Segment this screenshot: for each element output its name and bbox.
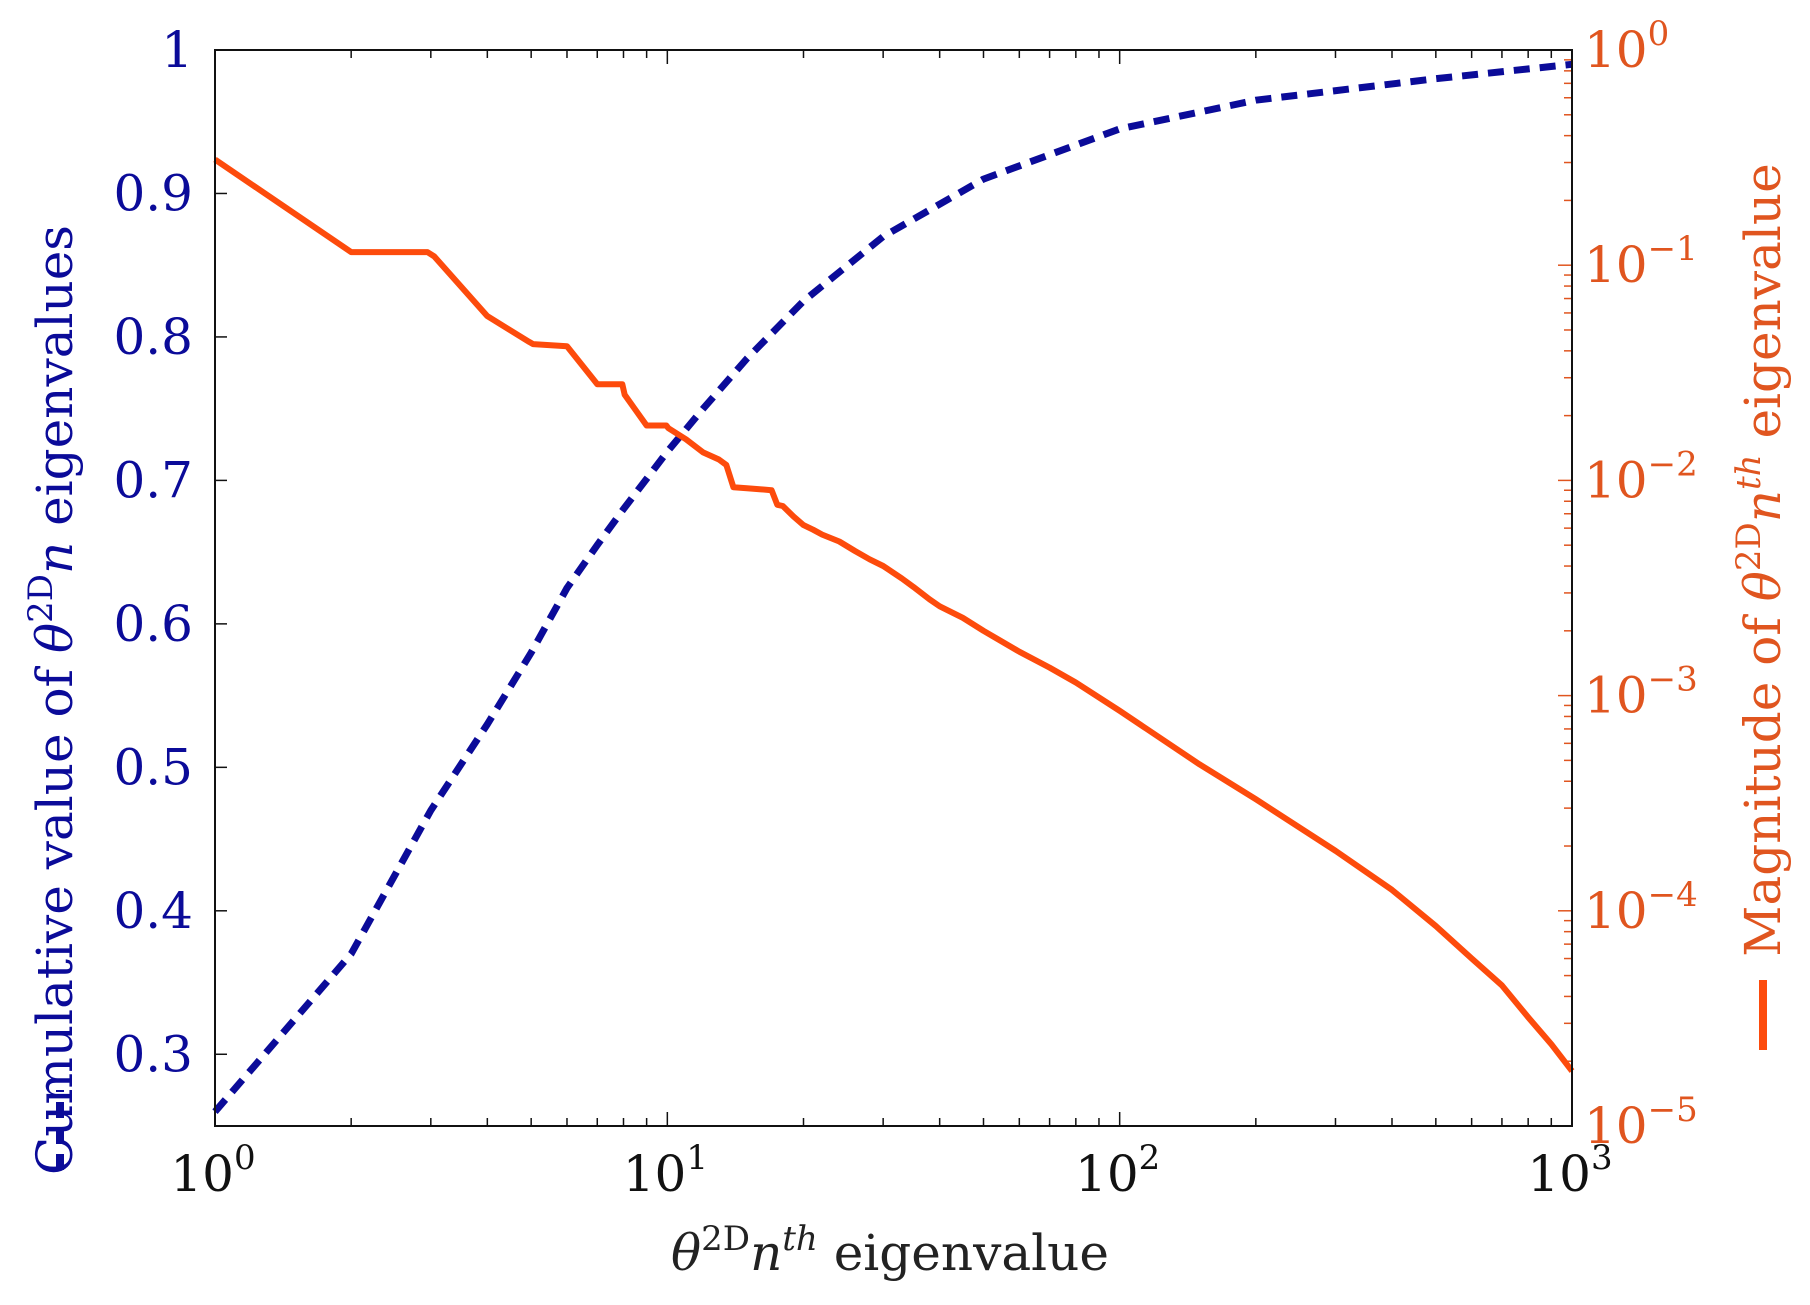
left-tick-label: 0.8 xyxy=(113,308,193,366)
right-tick-label: 10−3 xyxy=(1584,660,1698,725)
right-tick-label: 10−4 xyxy=(1584,875,1698,940)
left-axis-label: Cumulative value of θ2Dn eigenvalues xyxy=(21,225,84,1175)
right-tick-label: 10−1 xyxy=(1584,229,1698,294)
x-tick-label: 102 xyxy=(1075,1138,1160,1203)
x-tick-label: 101 xyxy=(623,1138,708,1203)
left-tick-label: 0.9 xyxy=(113,164,193,222)
x-tick-label: 100 xyxy=(170,1138,255,1203)
left-tick-label: 0.5 xyxy=(113,738,193,796)
left-tick-label: 0.7 xyxy=(113,451,193,509)
plot-frame xyxy=(214,49,1573,1127)
cumulative-eigenvalue-line xyxy=(212,60,1573,1114)
x-tick-label: 103 xyxy=(1527,1138,1612,1203)
eigenvalue-magnitude-line xyxy=(213,157,1575,1073)
x-axis-label: θ2Dnth eigenvalue xyxy=(671,1219,1109,1282)
tick-labels: 100 101 102 103 0.3 0.4 0.5 0.6 0.7 0.8 0.9 1 100 10−… xyxy=(113,14,1697,1203)
series-layer xyxy=(212,60,1575,1114)
left-tick-label: 0.6 xyxy=(113,595,193,653)
right-tick-label: 10−5 xyxy=(1584,1090,1698,1155)
left-tick-label: 0.4 xyxy=(113,882,193,940)
left-tick-label: 1 xyxy=(161,21,193,79)
left-tick-label: 0.3 xyxy=(113,1025,193,1083)
right-tick-label: 100 xyxy=(1584,14,1669,79)
axis-ticks xyxy=(214,49,1572,1127)
right-axis-label: Magnitude of θ2Dnth eigenvalue xyxy=(1729,163,1792,956)
right-tick-label: 10−2 xyxy=(1584,444,1698,509)
